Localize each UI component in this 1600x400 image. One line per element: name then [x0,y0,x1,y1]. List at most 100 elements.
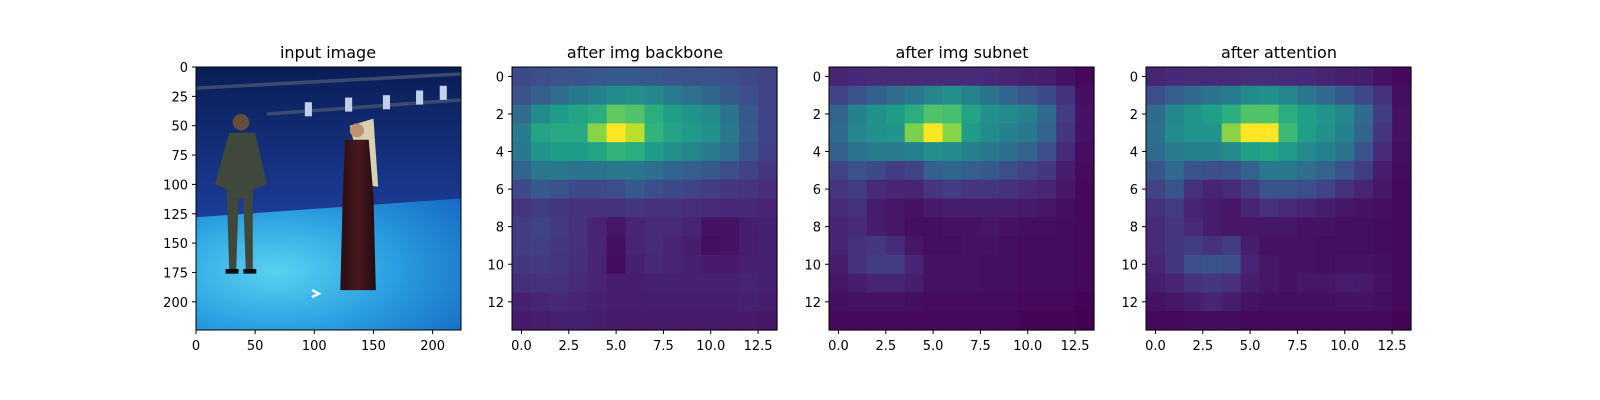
attention-cell [1146,292,1166,312]
subnet-cell [923,236,944,256]
subnet-cell [885,292,906,312]
attention-cell [1316,254,1336,275]
attention-x-tick-label: 2.5 [1192,339,1213,354]
attention-cell [1240,198,1261,218]
attention-cell [1297,217,1317,237]
attention-cell [1278,217,1299,237]
backbone-cell [512,273,532,294]
attention-x-tick-label: 5.0 [1240,339,1261,354]
subnet-cell [961,123,982,143]
attention-cell [1335,160,1355,181]
backbone-cell [530,254,551,275]
backbone-cell [530,142,551,162]
subnet-cell [885,142,906,162]
subnet-cell [961,311,982,331]
backbone-cell [701,67,721,87]
subnet-cell [885,123,906,143]
attention-cell [1316,311,1336,331]
attention-cell [1146,160,1166,181]
backbone-cell [512,104,532,124]
subnet-cell [847,142,868,162]
subnet-cell [1075,198,1095,218]
backbone-cell [530,67,551,87]
backbone-cell [512,236,532,256]
attention-cell [1278,123,1299,143]
backbone-cell [568,104,589,124]
attention-cell [1146,236,1166,256]
subnet-cell [885,217,906,237]
backbone-cell [568,217,589,237]
backbone-cell [512,85,532,106]
input-image-axes: 0 50 100 150 200 0 25 50 75 100 125 150 175 200 [163,61,445,354]
attention-cell [1316,104,1336,124]
attention-cell [1373,236,1393,256]
subnet-cell [829,160,849,181]
attention-cell [1259,67,1280,87]
attention-cell [1335,67,1355,87]
subnet-cell [885,104,906,124]
backbone-cell [625,254,646,275]
backbone-cell [606,236,627,256]
backbone-cell [701,104,721,124]
backbone-cell [682,142,702,162]
attention-cell [1354,179,1374,200]
backbone-cell [663,104,683,124]
attention-cell [1240,254,1261,275]
subnet-cell [1037,142,1057,162]
backbone-cell [644,254,665,275]
subnet-cell [866,67,887,87]
attention-cell [1221,123,1242,143]
backbone-cell [530,217,551,237]
subnet-cell [904,273,925,294]
backbone-cell [644,236,665,256]
subnet-cell [847,104,868,124]
backbone-y-tick-label: 4 [496,146,504,161]
subnet-heatmap [829,67,1095,331]
attention-cell [1240,142,1261,162]
attention-cell [1297,236,1317,256]
subnet-cell [847,236,868,256]
subnet-cell [829,273,849,294]
attention-cell [1392,160,1412,181]
subnet-cell [904,67,925,87]
input-image-x-tick-label: 200 [420,339,445,354]
attention-cell [1202,217,1223,237]
backbone-cell [606,179,627,200]
attention-cell [1221,142,1242,162]
subnet-cell [923,123,944,143]
subnet-cell [847,311,868,331]
attention-cell [1183,85,1204,106]
backbone-x-tick-label: 2.5 [558,339,579,354]
subnet-cell [980,67,1000,87]
attention-cell [1373,123,1393,143]
backbone-cell [682,67,702,87]
attention-cell [1221,67,1242,87]
attention-cell [1202,254,1223,275]
backbone-y-tick-label: 10 [487,258,504,273]
backbone-cell [663,85,683,106]
attention-cell [1183,142,1204,162]
backbone-cell [606,273,627,294]
attention-cell [1259,85,1280,106]
backbone-cell [758,292,778,312]
attention-cell [1335,254,1355,275]
subnet-cell [829,142,849,162]
subnet-cell [999,85,1019,106]
attention-cell [1183,67,1204,87]
backbone-cell [587,311,608,331]
subnet-cell [999,67,1019,87]
attention-cell [1146,198,1166,218]
attention-cell [1316,292,1336,312]
backbone-cell [587,160,608,181]
attention-cell [1240,104,1261,124]
backbone-cell [587,123,608,143]
subnet-cell [885,236,906,256]
subnet-cell [942,67,963,87]
backbone-cell [739,292,759,312]
backbone-cell [587,85,608,106]
backbone-cell [758,123,778,143]
subnet-cell [885,198,906,218]
attention-heatmap [1146,67,1412,331]
backbone-cell [758,273,778,294]
attention-cell [1335,104,1355,124]
